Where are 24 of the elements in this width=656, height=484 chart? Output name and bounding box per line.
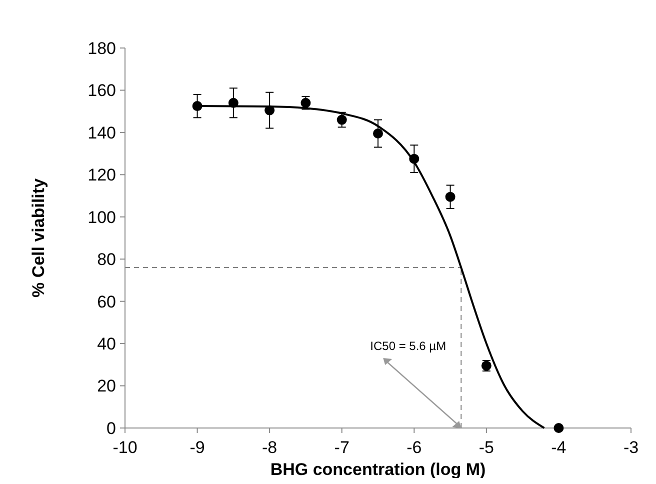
y-tick-label: 80 <box>97 250 116 270</box>
y-tick-label: 60 <box>97 292 116 312</box>
x-tick-label: -10 <box>112 438 138 457</box>
point <box>336 114 347 125</box>
x-tick-label: -9 <box>190 438 205 457</box>
y-axis-title: % Cell viability <box>29 178 48 298</box>
x-tick-label: -8 <box>262 438 278 457</box>
x-tick-label: -7 <box>334 438 350 457</box>
x-tick-label: -6 <box>406 438 422 457</box>
annotation: IC50 = 5.6 µM <box>370 339 446 353</box>
y-tick-label: 0 <box>106 418 116 438</box>
y-tick-label: 120 <box>88 166 116 185</box>
x-tick-label: -3 <box>623 438 639 457</box>
y-tick-label: 40 <box>97 334 116 354</box>
y-tick-label: 20 <box>97 376 116 396</box>
x-tick-label: -5 <box>478 438 494 457</box>
x-tick-label: -4 <box>551 438 566 457</box>
point <box>373 128 383 138</box>
point <box>554 423 564 433</box>
y-tick-label: 180 <box>88 38 116 58</box>
y-tick-label: 100 <box>88 208 116 227</box>
point <box>445 192 456 202</box>
y-tick-label: 160 <box>88 81 116 100</box>
y-tick-label: 140 <box>88 123 116 142</box>
